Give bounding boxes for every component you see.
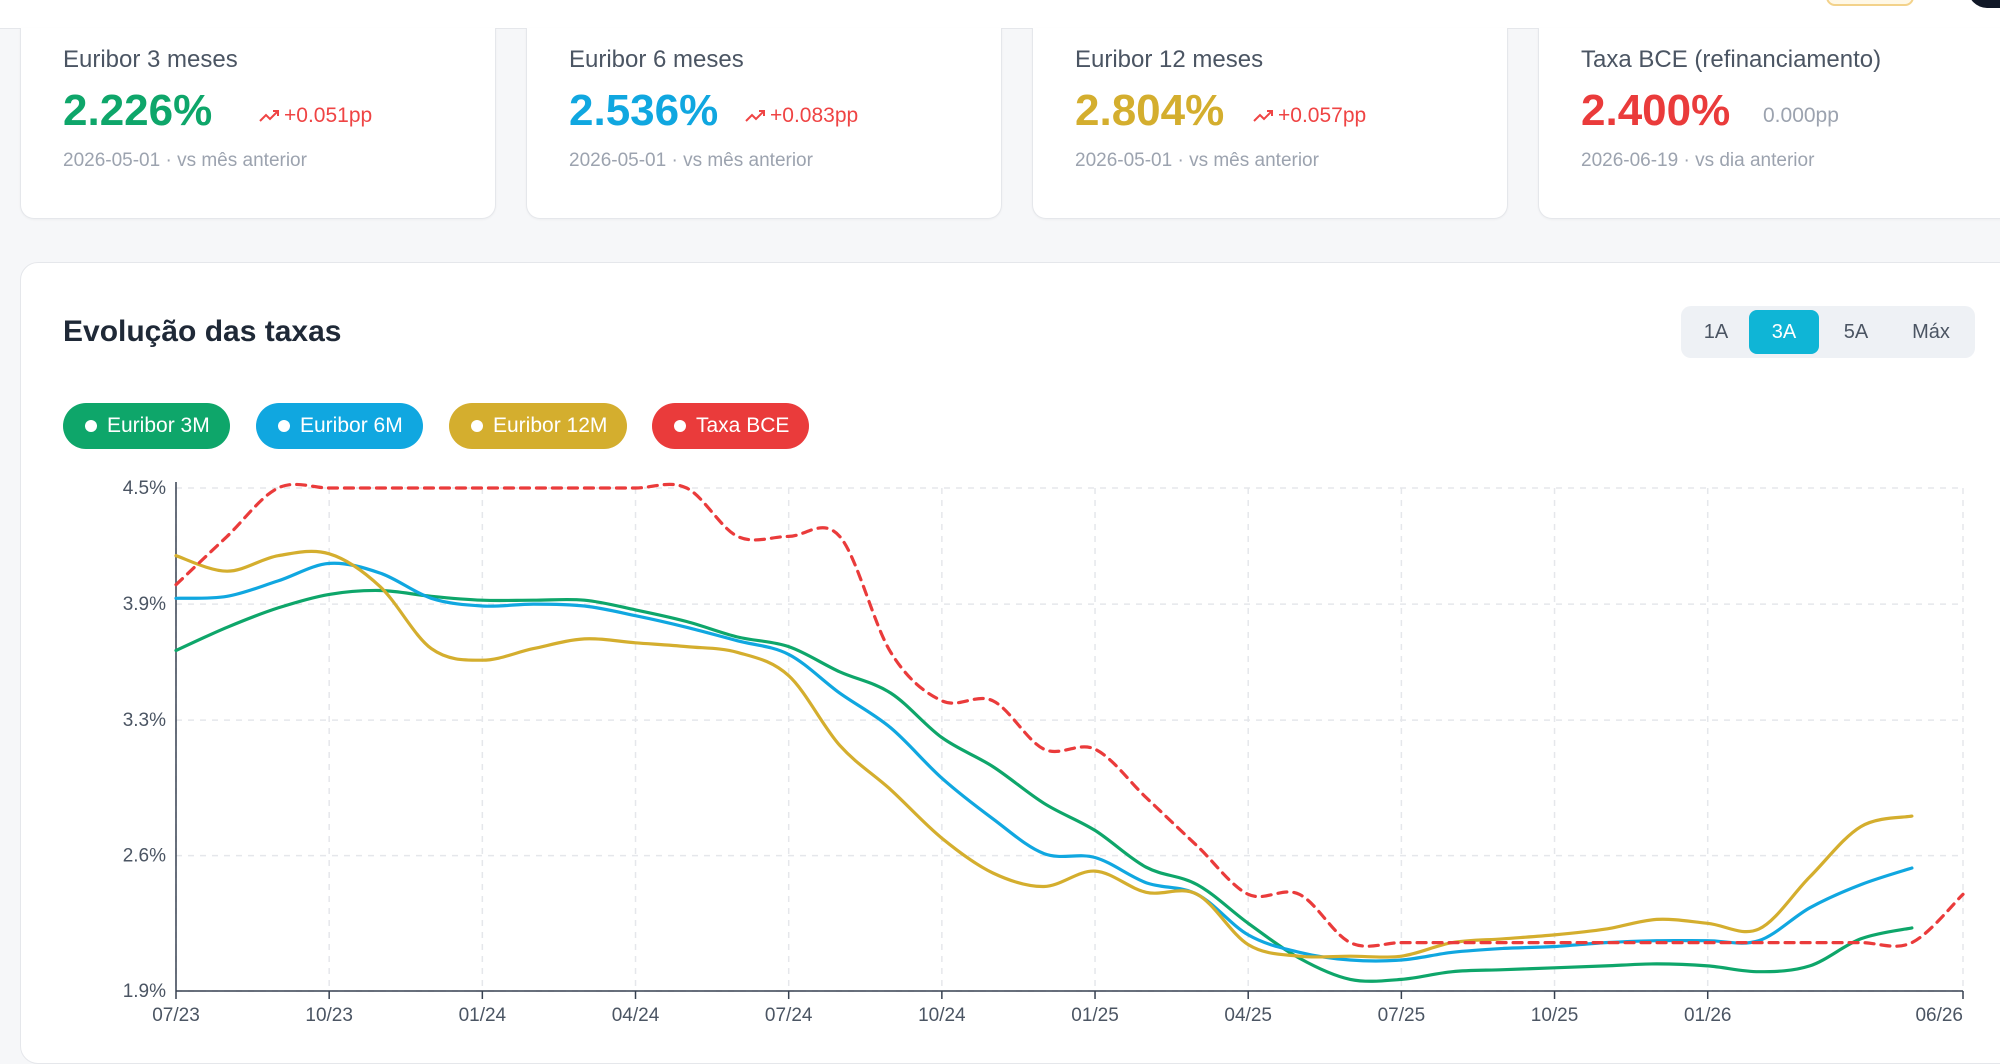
x-tick-label: 10/23 [305, 1005, 353, 1026]
trending-up-icon [259, 110, 279, 122]
y-tick-label: 4.5% [123, 478, 166, 499]
range-selector: 1A 3A 5A Máx [1681, 306, 1975, 358]
card-euribor-12m: Euribor 12 meses 2.804% +0.057pp 2026-05… [1032, 28, 1508, 219]
card-delta-value: +0.051pp [284, 104, 373, 127]
legend-dot [674, 420, 686, 432]
card-title: Euribor 3 meses [63, 46, 238, 73]
range-button-3a[interactable]: 3A [1749, 310, 1819, 354]
card-delta-value: +0.083pp [770, 104, 859, 127]
x-tick-label: 07/23 [152, 1005, 200, 1026]
legend-label: Euribor 12M [493, 414, 608, 437]
trending-up-icon [1253, 110, 1273, 122]
card-value: 2.536% [569, 86, 719, 135]
avatar[interactable] [1968, 0, 2000, 8]
card-subtitle: 2026-05-01 · vs mês anterior [63, 150, 307, 171]
header-badge[interactable] [1826, 0, 1914, 6]
legend-label: Euribor 3M [107, 414, 210, 437]
x-tick-label: 01/25 [1071, 1005, 1119, 1026]
range-button-5a[interactable]: 5A [1823, 310, 1889, 354]
legend-dot [278, 420, 290, 432]
x-tick-label: 07/24 [765, 1005, 813, 1026]
x-tick-label: 01/24 [459, 1005, 507, 1026]
rates-panel: Evolução das taxas 1A 3A 5A Máx Euribor … [20, 262, 2000, 1064]
card-subtitle: 2026-05-01 · vs mês anterior [569, 150, 813, 171]
x-tick-label: 04/24 [612, 1005, 660, 1026]
card-title: Taxa BCE (refinanciamento) [1581, 46, 1882, 73]
card-value: 2.804% [1075, 86, 1225, 135]
range-button-max[interactable]: Máx [1893, 310, 1969, 354]
panel-title: Evolução das taxas [63, 315, 342, 348]
y-tick-label: 3.3% [123, 710, 166, 731]
legend-toggle-euribor-6m[interactable]: Euribor 6M [256, 403, 423, 449]
legend-toggle-euribor-3m[interactable]: Euribor 3M [63, 403, 230, 449]
card-delta: +0.051pp [259, 104, 372, 128]
card-taxa-bce: Taxa BCE (refinanciamento) 2.400% 0.000p… [1538, 28, 2000, 219]
range-button-1a[interactable]: 1A [1687, 310, 1745, 354]
card-delta-value: 0.000pp [1763, 104, 1839, 127]
card-delta: +0.057pp [1253, 104, 1366, 128]
top-bar [0, 0, 2000, 29]
series-line-euribor-12m [174, 549, 1914, 959]
card-subtitle: 2026-05-01 · vs mês anterior [1075, 150, 1319, 171]
x-tick-label: 01/26 [1684, 1005, 1732, 1026]
y-tick-label: 1.9% [123, 981, 166, 1002]
legend-dot [85, 420, 97, 432]
card-euribor-6m: Euribor 6 meses 2.536% +0.083pp 2026-05-… [526, 28, 1002, 219]
x-tick-label: 10/25 [1531, 1005, 1579, 1026]
rates-line-chart[interactable]: 1.9% 2.6% 3.3% 3.9% 4.5% 07/23 10/23 01/24 04/24… [21, 263, 2000, 1039]
series-line-euribor-6m [174, 561, 1914, 963]
trending-up-icon [745, 110, 765, 122]
legend-toggle-taxa-bce[interactable]: Taxa BCE [652, 403, 810, 449]
series-line-taxa-bce [174, 482, 1965, 948]
x-tick-label: 06/26 [1915, 1005, 1963, 1026]
card-euribor-3m: Euribor 3 meses 2.226% +0.051pp 2026-05-… [20, 28, 496, 219]
legend-label: Euribor 6M [300, 414, 403, 437]
x-tick-label: 04/25 [1224, 1005, 1272, 1026]
card-value: 2.226% [63, 86, 213, 135]
x-tick-label: 07/25 [1378, 1005, 1426, 1026]
legend-dot [471, 420, 483, 432]
card-delta: 0.000pp [1763, 104, 1839, 128]
legend-toggle-euribor-12m[interactable]: Euribor 12M [449, 403, 628, 449]
card-delta-value: +0.057pp [1278, 104, 1367, 127]
card-title: Euribor 6 meses [569, 46, 744, 73]
card-value: 2.400% [1581, 86, 1731, 135]
y-tick-label: 3.9% [123, 594, 166, 615]
series-line-euribor-3m [174, 588, 1914, 983]
legend-label: Taxa BCE [696, 414, 790, 437]
x-tick-label: 10/24 [918, 1005, 966, 1026]
card-title: Euribor 12 meses [1075, 46, 1264, 73]
y-tick-label: 2.6% [123, 846, 166, 867]
card-delta: +0.083pp [745, 104, 858, 128]
card-subtitle: 2026-06-19 · vs dia anterior [1581, 150, 1815, 171]
